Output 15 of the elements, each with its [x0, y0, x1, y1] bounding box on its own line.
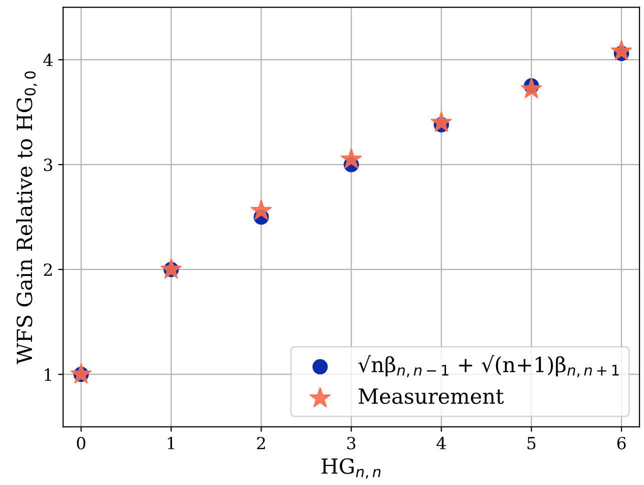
x-tick-label: 3 — [347, 436, 356, 450]
x-tick-label: 2 — [257, 436, 265, 450]
x-tick-label: 1 — [168, 436, 174, 450]
legend-label: Measurement — [358, 388, 504, 404]
x-tick-label: 0 — [76, 436, 86, 450]
x-tick-label: 5 — [528, 437, 536, 450]
y-tick-label: 2 — [44, 263, 52, 276]
x-tick-label: 6 — [617, 436, 626, 450]
x-tick-label: 4 — [436, 436, 446, 450]
y-tick-label: 3 — [44, 158, 52, 172]
y-tick-label: 4 — [43, 54, 53, 66]
y-axis-title: WFS Gain Relative to HG$_{0,0}$ — [16, 71, 38, 364]
y-tick-label: 1 — [44, 368, 52, 381]
x-axis-title: HG$_{n,n}$ — [322, 458, 380, 479]
legend-label: √nβ$_{n,n−1}$ + √(n+1)β$_{n,n+1}$ — [358, 355, 619, 378]
